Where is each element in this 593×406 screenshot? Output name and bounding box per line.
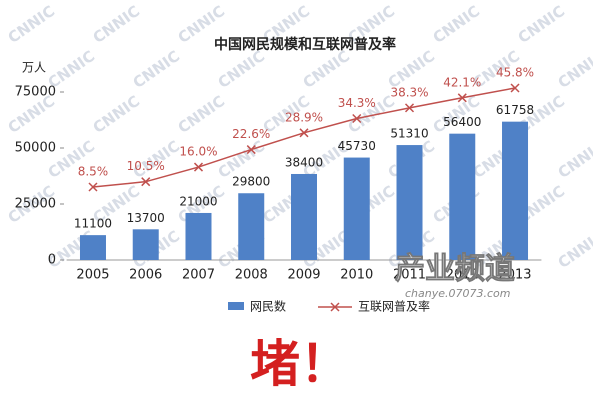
y-tick-label: 25000	[15, 197, 56, 212]
y-tick-label: 50000	[15, 141, 56, 156]
y-tick-label: 0	[48, 253, 56, 268]
line-marker	[246, 145, 256, 155]
y-unit: 万人	[22, 61, 46, 75]
x-tick-label: 2010	[340, 268, 373, 283]
bar-value-label: 51310	[390, 127, 428, 141]
x-tick-label: 2008	[235, 268, 268, 283]
x-tick-label: 2005	[76, 268, 109, 283]
watermark: CNNIC	[175, 92, 229, 137]
watermark: CNNIC	[5, 2, 59, 47]
bar	[502, 121, 529, 260]
line-marker	[457, 93, 467, 103]
bar-value-label: 21000	[179, 194, 217, 208]
line-value-label: 16.0%	[179, 145, 217, 159]
line-marker	[299, 128, 309, 138]
legend-marker	[330, 302, 340, 312]
line-marker	[352, 113, 362, 124]
watermark: CNNIC	[90, 2, 144, 47]
bar-value-label: 56400	[443, 115, 481, 129]
bar	[238, 193, 265, 260]
line-marker	[141, 177, 151, 187]
bar-value-label: 11100	[74, 217, 112, 231]
watermark: CNNIC	[130, 47, 184, 92]
site-url: chanye.07073.com	[405, 287, 511, 300]
line-value-label: 22.6%	[232, 127, 270, 141]
x-tick-label: 2009	[287, 268, 320, 283]
line-value-label: 45.8%	[496, 65, 534, 79]
line-marker	[88, 182, 98, 192]
legend-label: 互联网普及率	[358, 299, 430, 314]
watermark: CNNIC	[300, 47, 354, 92]
bar-value-label: 29800	[232, 175, 270, 189]
watermark: CNNIC	[515, 2, 569, 47]
line-marker	[193, 162, 204, 172]
x-tick-label: 2013	[498, 268, 531, 283]
line-value-label: 28.9%	[285, 110, 323, 124]
legend-swatch	[228, 302, 244, 310]
line-marker	[510, 83, 520, 93]
y-tick-label: 75000	[15, 85, 56, 100]
watermark: CNNIC	[555, 227, 593, 272]
bar	[396, 145, 423, 260]
watermark: CNNIC	[90, 92, 144, 137]
bar	[79, 235, 106, 260]
bar-value-label: 13700	[127, 211, 165, 225]
bar	[449, 133, 476, 260]
line-value-label: 10.5%	[127, 159, 165, 173]
bar	[132, 229, 159, 260]
chart-title: 中国网民规模和互联网普及率	[214, 36, 396, 53]
x-tick-label: 2012	[446, 268, 479, 283]
site-watermark: 产业频道	[395, 252, 515, 287]
bar-value-label: 61758	[496, 103, 534, 117]
line-value-label: 8.5%	[78, 164, 109, 178]
line-value-label: 34.3%	[338, 96, 376, 110]
caption: 堵！	[250, 334, 350, 393]
bar-value-label: 45730	[338, 139, 376, 153]
legend-label: 网民数	[250, 299, 286, 314]
line-value-label: 38.3%	[390, 85, 428, 99]
watermark: CNNIC	[215, 47, 269, 92]
watermark: CNNIC	[555, 47, 593, 92]
bar-value-label: 38400	[285, 155, 323, 169]
watermark: CNNIC	[555, 137, 593, 182]
bar	[291, 173, 317, 260]
watermark: CNNIC	[430, 2, 484, 47]
line-value-label: 42.1%	[443, 75, 481, 89]
x-tick-label: 2006	[129, 268, 162, 283]
x-tick-label: 2007	[182, 268, 215, 283]
bar	[343, 157, 370, 260]
bar	[185, 212, 212, 260]
line-marker	[404, 103, 415, 113]
x-tick-label: 2011	[393, 268, 426, 283]
